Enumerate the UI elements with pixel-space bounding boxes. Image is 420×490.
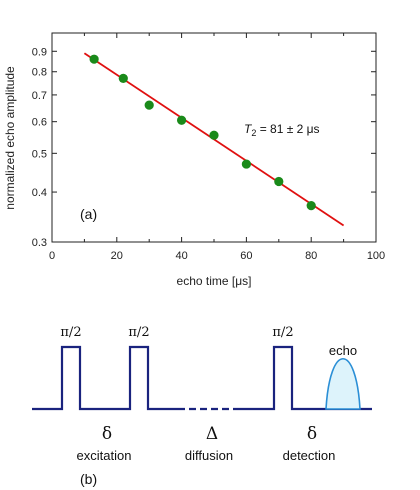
- x-axis-label: echo time [μs]: [177, 274, 252, 288]
- delta-capital: Δ: [206, 424, 218, 444]
- data-point: [177, 115, 187, 125]
- t2-value: = 81 ± 2 μs: [256, 122, 319, 136]
- x-tick-label: 20: [111, 250, 123, 262]
- data-point: [209, 130, 219, 140]
- pulse-label-1: π/2: [60, 325, 81, 340]
- panel-label-a: (a): [80, 206, 97, 222]
- x-tick-label: 80: [305, 250, 317, 262]
- pulse-label-2: π/2: [128, 325, 149, 340]
- pulse-label-3: π/2: [272, 325, 293, 340]
- data-point: [144, 100, 154, 110]
- x-tick-label: 0: [49, 250, 55, 262]
- delta-small-1: δ: [102, 424, 112, 444]
- y-tick-label: 0.5: [32, 148, 47, 160]
- x-tick-label: 40: [175, 250, 187, 262]
- sequence-line-right: [240, 345, 372, 411]
- data-points: [89, 54, 316, 211]
- t2-symbol: T: [244, 122, 253, 136]
- y-tick-label: 0.3: [32, 237, 47, 249]
- x-tick-label: 60: [240, 250, 252, 262]
- data-point: [306, 200, 316, 211]
- x-axis: 0 20 40 60 80 100: [49, 33, 385, 262]
- t2-subscript: 2: [251, 128, 256, 138]
- y-tick-label: 0.8: [32, 67, 47, 79]
- delta-small-2: δ: [307, 424, 317, 444]
- y-axis: 0.3 0.4 0.5 0.6 0.7 0.8 0.9: [32, 46, 376, 249]
- y-axis-label: normalized echo amplitude: [3, 66, 17, 210]
- data-point: [89, 54, 99, 64]
- data-point: [118, 73, 128, 83]
- panel-label-b: (b): [80, 471, 97, 487]
- y-tick-label: 0.6: [32, 117, 47, 129]
- echo-signal: [325, 358, 361, 410]
- x-tick-label: 100: [367, 250, 385, 262]
- decay-plot: 0 20 40 60 80 100 0.3 0.4 0.5 0.6 0.7 0.8 0.9 echo …: [3, 32, 385, 288]
- echo-label: echo: [329, 343, 357, 358]
- pulse-sequence: π/2 π/2 π/2 echo δ Δ δ excitation diffus…: [32, 325, 372, 487]
- y-tick-label: 0.9: [32, 46, 47, 58]
- t2-annotation: T2 = 81 ± 2 μs: [244, 122, 320, 138]
- data-point: [241, 159, 251, 169]
- y-tick-label: 0.7: [32, 90, 47, 102]
- y-tick-label: 0.4: [32, 187, 47, 199]
- phase-excitation: excitation: [77, 448, 132, 463]
- sequence-line-left: [32, 345, 178, 411]
- phase-diffusion: diffusion: [185, 448, 233, 463]
- phase-detection: detection: [283, 448, 336, 463]
- data-point: [274, 176, 284, 187]
